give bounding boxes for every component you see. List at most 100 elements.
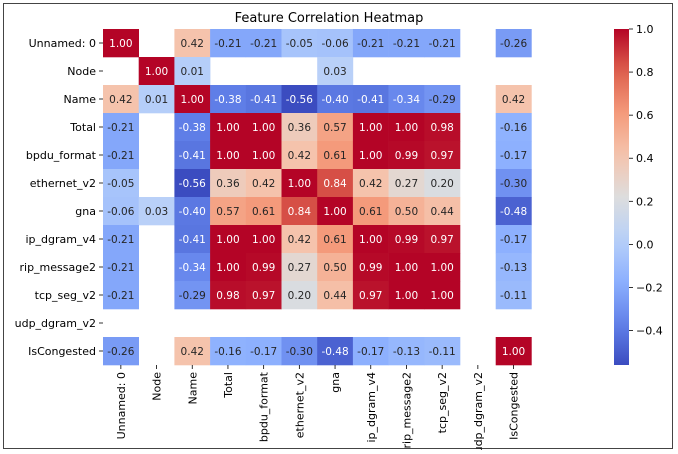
cell-value-label: 0.20	[288, 290, 311, 302]
heatmap-chart: Feature Correlation Heatmap 1.00 0.42 -0.2…	[15, 11, 663, 453]
heatmap-cell-9-0	[103, 281, 139, 310]
heatmap-cell-0-5	[281, 29, 318, 58]
cell-value-label: 0.27	[288, 262, 311, 274]
heatmap-cell-6-5	[281, 197, 318, 226]
heatmap-cell-2-8	[388, 85, 425, 114]
heatmap-cell-6-11	[495, 197, 532, 226]
cell-value-label: 0.36	[288, 122, 312, 134]
heatmap-cell-7-7	[352, 225, 389, 254]
x-tick-label: Total	[222, 372, 235, 399]
heatmap-cell-1-2	[174, 57, 211, 86]
cell-value-label: 0.42	[288, 234, 311, 246]
colorbar: 1.0 0.8 0.6 0.4 0.2 0.0 −0.2 −0.4	[614, 23, 663, 365]
cell-value-label: -0.21	[429, 38, 456, 50]
cell-value-label: -0.56	[179, 178, 206, 190]
cell-value-label: 1.00	[430, 290, 453, 302]
heatmap-cell-9-8	[388, 281, 425, 310]
heatmap-cell-2-7	[352, 85, 389, 114]
colorbar-gradient	[614, 29, 629, 365]
cell-value-label: 1.00	[395, 290, 418, 302]
cell-value-label: 1.00	[252, 150, 275, 162]
heatmap-cell-2-1	[138, 85, 175, 114]
cell-value-label: 0.42	[181, 38, 204, 50]
cell-value-label: 0.97	[359, 290, 382, 302]
heatmap-cell-4-6	[317, 141, 354, 170]
cell-value-label: 0.50	[323, 262, 346, 274]
cell-value-label: 0.61	[252, 206, 275, 218]
heatmap-cell-6-2	[174, 197, 211, 226]
y-tick-label: IsCongested	[28, 345, 96, 358]
cell-value-label: 0.27	[395, 178, 418, 190]
heatmap-cell-0-3	[210, 29, 247, 58]
heatmap-cell-7-4	[245, 225, 282, 254]
cell-value-label: -0.38	[214, 94, 241, 106]
cell-value-label: -0.16	[500, 122, 527, 134]
heatmap-cell-7-3	[210, 225, 247, 254]
heatmap-cell-8-3	[210, 253, 247, 282]
heatmap-cell-6-9	[424, 197, 461, 226]
figure-frame: Feature Correlation Heatmap 1.00 0.42 -0.2…	[3, 3, 673, 453]
colorbar-tick-label: −0.2	[636, 281, 663, 294]
cell-value-label: -0.13	[500, 262, 527, 274]
cell-value-label: 0.99	[395, 150, 418, 162]
cell-value-label: -0.34	[179, 262, 206, 274]
cell-value-label: 0.98	[430, 122, 453, 134]
heatmap-cell-2-6	[317, 85, 354, 114]
heatmap-cell-7-2	[174, 225, 211, 254]
y-tick-label: tcp_seg_v2	[35, 289, 96, 302]
cell-value-label: -0.21	[357, 38, 384, 50]
cell-value-label: 0.61	[323, 234, 346, 246]
cell-value-label: 0.50	[395, 206, 418, 218]
heatmap-cell-8-0	[103, 253, 139, 282]
cell-value-label: 1.00	[430, 262, 453, 274]
cell-value-label: 0.97	[252, 290, 275, 302]
cell-value-label: -0.11	[500, 290, 527, 302]
cell-value-label: 0.61	[323, 150, 346, 162]
heatmap-cell-9-3	[210, 281, 247, 310]
cell-value-label: 0.98	[216, 290, 239, 302]
cell-value-label: -0.41	[250, 94, 277, 106]
heatmap-cell-7-5	[281, 225, 318, 254]
heatmap-cell-0-4	[245, 29, 282, 58]
heatmap-cell-11-4	[245, 337, 282, 366]
heatmap-cell-4-8	[388, 141, 425, 170]
heatmap-cell-9-7	[352, 281, 389, 310]
heatmap-cell-4-9	[424, 141, 461, 170]
cell-value-label: -0.21	[393, 38, 420, 50]
cell-value-label: 1.00	[216, 150, 239, 162]
cell-value-label: -0.41	[179, 150, 206, 162]
heatmap-cell-5-5	[281, 169, 318, 198]
heatmap-cell-5-3	[210, 169, 247, 198]
cell-value-label: 1.00	[323, 206, 346, 218]
heatmap-cell-6-0	[103, 197, 139, 226]
cell-value-label: 0.01	[145, 94, 168, 106]
heatmap-cell-5-4	[245, 169, 282, 198]
cell-value-label: -0.38	[179, 122, 206, 134]
cell-value-label: 1.00	[252, 234, 275, 246]
heatmap-cell-4-11	[495, 141, 532, 170]
cell-value-label: 1.00	[395, 122, 418, 134]
y-tick-label: gna	[75, 205, 96, 218]
cell-value-label: -0.21	[107, 234, 134, 246]
heatmap-cell-3-5	[281, 113, 318, 142]
cell-value-label: 1.00	[216, 234, 239, 246]
cell-value-label: 1.00	[288, 178, 311, 190]
heatmap-cell-11-9	[424, 337, 461, 366]
cell-value-label: 1.00	[502, 346, 525, 358]
heatmap-cell-0-8	[388, 29, 425, 58]
y-tick-label: Name	[64, 93, 97, 106]
heatmap-cell-9-11	[495, 281, 532, 310]
cell-value-label: 1.00	[395, 262, 418, 274]
x-axis-labels: Unnamed: 0 Node Name Total bpdu_format ethern…	[115, 365, 521, 453]
heatmap-cell-5-7	[352, 169, 389, 198]
cell-value-label: 1.00	[359, 234, 382, 246]
heatmap-cell-4-7	[352, 141, 389, 170]
cell-value-label: 0.01	[181, 66, 204, 78]
heatmap-cell-0-0	[103, 29, 139, 58]
heatmap-cell-5-8	[388, 169, 425, 198]
heatmap-cell-7-9	[424, 225, 461, 254]
x-tick-label: tcp_seg_v2	[436, 372, 449, 433]
cell-value-label: 0.44	[430, 206, 454, 218]
heatmap-cell-5-6	[317, 169, 354, 198]
cell-value-label: 0.57	[323, 122, 346, 134]
